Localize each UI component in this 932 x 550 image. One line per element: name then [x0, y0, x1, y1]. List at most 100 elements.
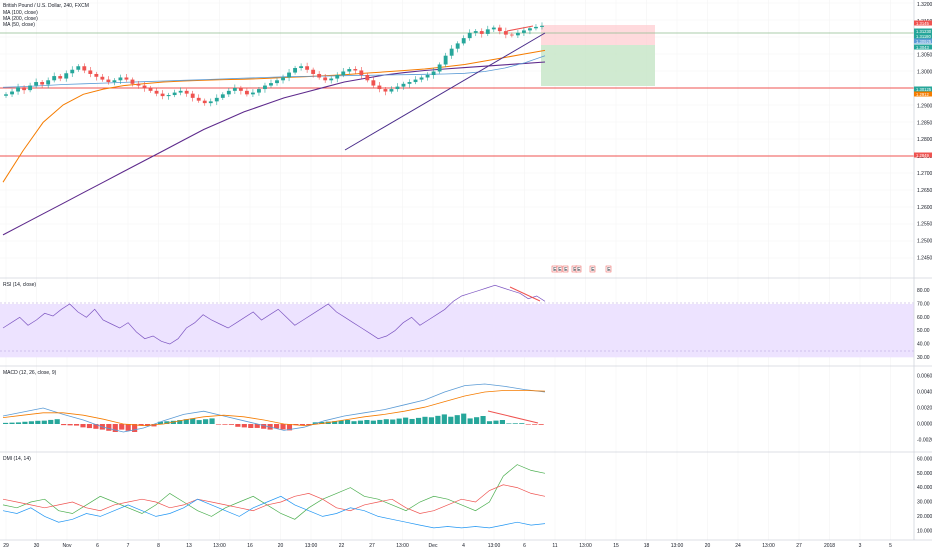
price-tag-label: 1.30925 [916, 39, 932, 44]
macd-axis-label: 0.004000 [917, 390, 932, 396]
candle-body [208, 101, 213, 104]
macd-axis-label: -0.002000 [917, 438, 932, 444]
event-flag[interactable] [556, 265, 563, 273]
macd-histogram-bar [286, 424, 293, 431]
time-axis-label: 13:00 [579, 543, 592, 549]
dmi-axis-label: 10.0000 [917, 528, 932, 534]
macd-histogram-bar [461, 413, 467, 424]
macd-histogram-bar [344, 420, 351, 424]
time-axis-label: 7 [127, 543, 130, 549]
price-tag [914, 33, 932, 39]
time-axis-label: 16 [247, 543, 253, 549]
price-tag [914, 152, 932, 158]
dmi-axis-label: 20.0000 [917, 514, 932, 520]
candle-body [521, 30, 526, 33]
candle-body [118, 77, 123, 81]
dmi-axis[interactable]: 60.0000 50.0000 40.0000 30.0000 20.0000 10.00… [917, 456, 932, 534]
time-axis-label: 13:00 [762, 543, 775, 549]
event-flag-label: E [577, 267, 581, 273]
price-tag-label: 1.31180 [916, 34, 931, 39]
macd-histogram-bar [480, 416, 486, 424]
candle-body [341, 71, 346, 76]
time-axis-label: 13 [186, 543, 192, 549]
price-axis-label: 1.28000 [917, 137, 932, 143]
macd-histogram-bar [377, 419, 383, 424]
macd-histogram-bar [261, 424, 267, 429]
macd-histogram-bar [119, 424, 125, 430]
macd-histogram-bar [151, 424, 157, 427]
macd-divergence-line[interactable] [487, 410, 539, 424]
candle-body [130, 79, 135, 84]
macd-histogram-bar [319, 421, 325, 424]
macd-histogram-bar [73, 424, 80, 426]
time-axis-label: 11 [552, 543, 557, 549]
rsi-band [0, 304, 914, 358]
event-flag[interactable] [589, 265, 596, 273]
candle-body [166, 95, 171, 97]
event-flag[interactable] [562, 265, 569, 273]
candle-body [431, 71, 436, 76]
macd-histogram-bar [538, 424, 544, 425]
price-divergence-line[interactable] [506, 25, 534, 32]
candle-body [365, 75, 370, 81]
candle-body [106, 79, 111, 83]
candle-body [455, 43, 460, 49]
candle-body [58, 76, 63, 79]
price-axis-label: 1.26000 [917, 205, 932, 211]
price-tag [914, 44, 932, 50]
time-axis-label: 27 [796, 543, 802, 549]
price-axis-label: 1.27000 [917, 171, 932, 177]
candle-body [160, 93, 165, 97]
macd-histogram-bar [35, 420, 41, 424]
candle-body [28, 85, 33, 91]
candle-body [202, 100, 207, 104]
candle-body [503, 31, 508, 35]
event-flag[interactable] [605, 265, 612, 273]
candle-body [100, 76, 105, 80]
candle-body [299, 66, 304, 68]
event-flag-label: E [564, 267, 568, 273]
candle-body [329, 78, 334, 81]
time-axis-label: 22 [339, 543, 345, 549]
candle-body [407, 82, 412, 84]
macd-histogram-bar [409, 418, 415, 424]
candle-body [413, 79, 418, 83]
candle-body [491, 27, 496, 30]
candle-body [124, 77, 129, 80]
macd-histogram-bar [93, 424, 99, 429]
event-flag[interactable] [575, 265, 582, 273]
macd-histogram-bar [196, 420, 202, 424]
macd-axis[interactable]: 0.006000 0.004000 0.002000 0.000000 -0.00200… [917, 374, 932, 444]
candle-body [244, 90, 249, 95]
macd-histogram-bar [28, 421, 34, 424]
legend-dmi: DMI (14, 14) [3, 456, 31, 462]
take-profit-zone[interactable] [541, 45, 655, 86]
price-tag-label: 1.3043 [916, 45, 929, 50]
time-axis-label: 24 [735, 543, 741, 549]
macd-histogram-bar [106, 424, 112, 431]
macd-axis-label: 0.002000 [917, 406, 932, 412]
stop-loss-zone[interactable] [541, 25, 655, 45]
trend-line[interactable] [344, 32, 546, 151]
adx-line [2, 495, 546, 529]
candle-body [4, 94, 8, 96]
event-flag-label: E [558, 267, 562, 273]
rsi-axis[interactable]: 80.00 70.00 60.00 50.00 40.00 30.00 [917, 288, 930, 361]
rsi-axis-label: 40.00 [917, 342, 930, 348]
candle-body [94, 73, 99, 77]
time-axis[interactable]: 29 30 Nov 6 7 8 13 13:00 16 20 13:00 22 27 13:00 Dec 4 1… [3, 543, 892, 549]
candle-body [269, 83, 273, 86]
candle-body [425, 75, 430, 78]
rsi-divergence-line[interactable] [509, 286, 541, 302]
time-axis-label: 20 [705, 543, 711, 549]
candle-body [281, 77, 285, 81]
macd-histogram-bar [164, 421, 170, 424]
macd-histogram-bar [183, 419, 189, 424]
candle-body [184, 90, 189, 94]
macd-histogram-bar [125, 424, 131, 431]
ma-50-line [2, 49, 546, 183]
candle-body [232, 88, 237, 91]
macd-histogram-bar [228, 424, 234, 425]
macd-histogram-bar [467, 418, 473, 424]
